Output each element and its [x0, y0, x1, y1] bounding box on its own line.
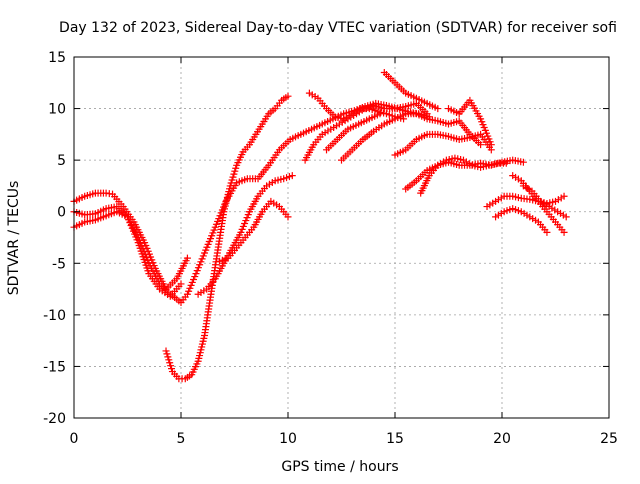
series-track-14 — [417, 154, 510, 197]
data-point — [162, 347, 170, 355]
series-track-9 — [323, 110, 384, 154]
data-point — [168, 365, 176, 373]
data-point — [196, 261, 204, 269]
y-axis-label: SDTVAR / TECUs — [6, 181, 22, 296]
data-point — [229, 173, 237, 181]
data-point — [164, 353, 172, 361]
data-point — [241, 220, 249, 228]
series-track-15 — [445, 96, 495, 149]
series-track-18 — [509, 172, 568, 236]
data-point — [186, 284, 194, 292]
series-track-6 — [216, 197, 292, 265]
y-tick-label: 15 — [48, 50, 66, 66]
series-track-2 — [70, 189, 191, 293]
data-point — [244, 211, 252, 219]
data-point — [230, 170, 238, 178]
data-point — [187, 281, 195, 289]
data-point — [191, 273, 199, 281]
y-tick-label: -10 — [43, 308, 66, 324]
data-point — [288, 172, 296, 180]
data-point — [434, 105, 442, 113]
data-point — [376, 110, 384, 118]
data-point — [232, 164, 240, 172]
data-point — [242, 217, 250, 225]
y-tick-label: -5 — [52, 256, 66, 272]
y-tick-label: 5 — [57, 153, 66, 169]
data-point — [199, 252, 207, 260]
data-point — [165, 356, 173, 364]
series-track-16 — [483, 192, 568, 211]
data-point — [502, 159, 510, 167]
grid — [74, 57, 609, 418]
data-point — [226, 182, 234, 190]
data-point — [543, 228, 551, 236]
chart-title: Day 132 of 2023, Sidereal Day-to-day VTE… — [59, 20, 617, 36]
data-point — [228, 176, 236, 184]
x-tick-label: 0 — [70, 431, 79, 447]
data-point — [183, 254, 191, 262]
data-point — [177, 280, 185, 288]
series-track-17 — [492, 205, 551, 236]
x-tick-label: 25 — [600, 431, 618, 447]
series-track-3 — [70, 203, 185, 300]
data-point — [167, 362, 175, 370]
series-track-19 — [519, 182, 570, 221]
data-point — [192, 270, 200, 278]
data-point — [284, 213, 292, 221]
data-point — [163, 350, 171, 358]
data-point — [227, 179, 235, 187]
data-point — [188, 278, 196, 286]
data-point — [519, 158, 527, 166]
x-axis-label: GPS time / hours — [281, 459, 398, 475]
series-track-11 — [380, 68, 442, 113]
y-tick-label: 10 — [48, 102, 66, 118]
data-point — [194, 264, 202, 272]
x-tick-label: 5 — [177, 431, 186, 447]
data-point — [193, 267, 201, 275]
data-point — [231, 167, 239, 175]
data-point — [239, 222, 247, 230]
y-tick-label: -15 — [43, 359, 66, 375]
data-point — [487, 141, 495, 149]
data-point — [237, 228, 245, 236]
data-point — [562, 213, 570, 221]
data-point — [560, 192, 568, 200]
data-point — [183, 290, 191, 298]
data-point — [477, 141, 485, 149]
data-series — [70, 68, 570, 383]
axes: 0 5 10 15 20 25 -20 -15 -10 -5 0 5 10 15 — [43, 50, 618, 447]
data-point — [190, 275, 198, 283]
data-point — [238, 225, 246, 233]
x-tick-label: 15 — [386, 431, 404, 447]
x-tick-label: 20 — [493, 431, 511, 447]
series-track-4 — [162, 92, 292, 383]
plot-frame — [73, 56, 610, 419]
data-point — [197, 258, 205, 266]
data-point — [243, 214, 251, 222]
series-track-8 — [305, 89, 408, 123]
y-tick-label: 0 — [57, 205, 66, 221]
data-point — [560, 228, 568, 236]
data-point — [284, 92, 292, 100]
data-point — [198, 255, 206, 263]
data-point — [166, 359, 174, 367]
data-point — [185, 287, 193, 295]
y-tick-label: -20 — [43, 411, 66, 427]
series-track-10 — [338, 110, 485, 164]
x-tick-label: 10 — [279, 431, 297, 447]
